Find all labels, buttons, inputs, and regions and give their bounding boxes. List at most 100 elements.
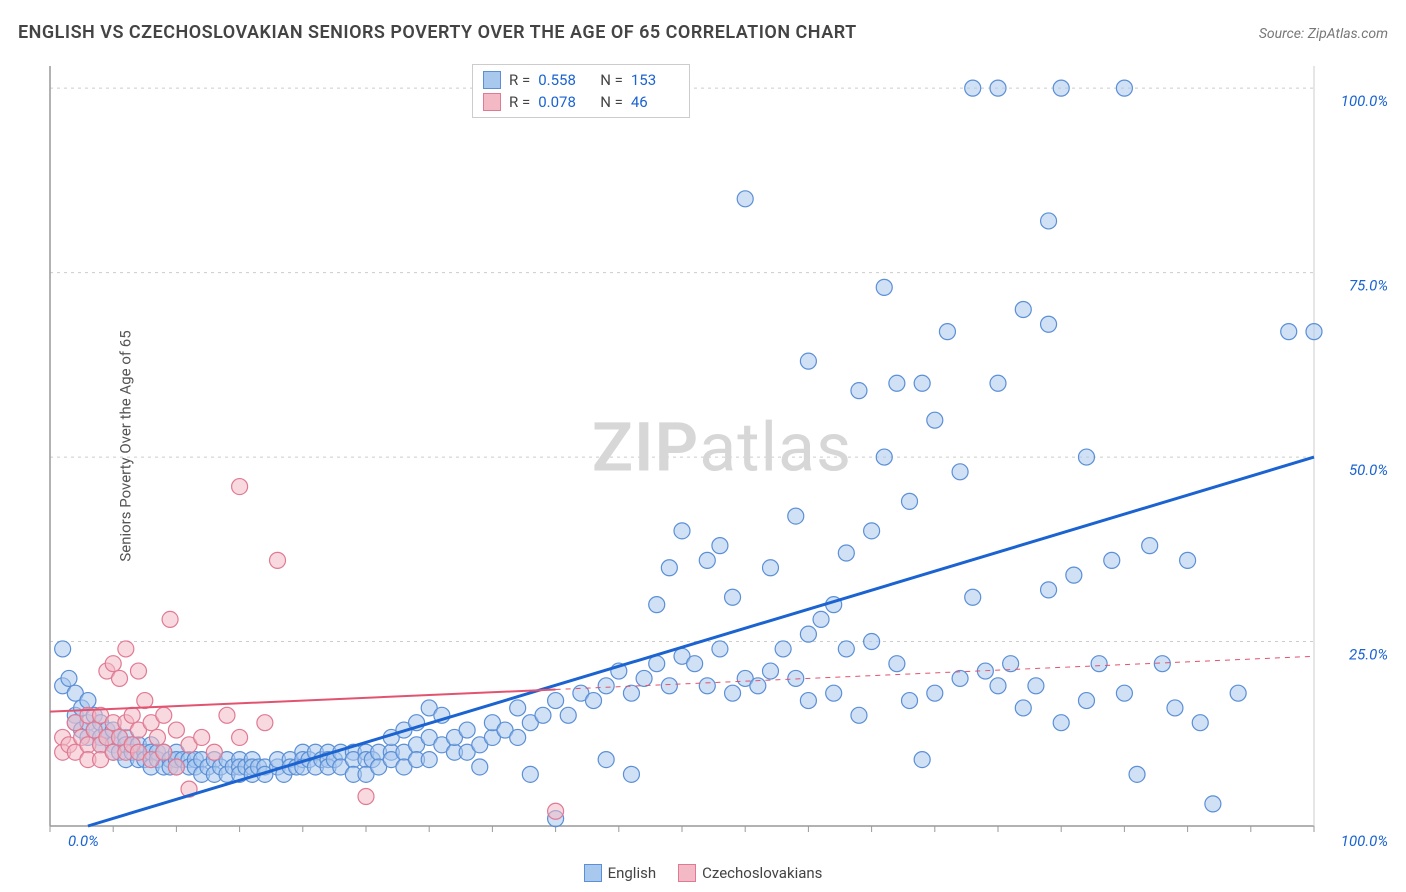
- data-point: [149, 729, 165, 745]
- data-point: [586, 693, 602, 709]
- data-point: [800, 353, 816, 369]
- data-point: [1041, 316, 1057, 332]
- data-point: [510, 729, 526, 745]
- data-point: [952, 670, 968, 686]
- data-point: [661, 678, 677, 694]
- svg-text:100.0%: 100.0%: [1341, 832, 1388, 848]
- data-point: [1053, 715, 1069, 731]
- data-point: [699, 678, 715, 694]
- data-point: [1015, 700, 1031, 716]
- data-point: [598, 752, 614, 768]
- data-point: [168, 722, 184, 738]
- data-point: [1041, 213, 1057, 229]
- data-point: [725, 589, 741, 605]
- data-point: [1306, 324, 1322, 340]
- legend-swatch-english: [584, 864, 602, 882]
- data-point: [459, 722, 475, 738]
- data-point: [623, 766, 639, 782]
- data-point: [927, 685, 943, 701]
- svg-text:0.0%: 0.0%: [68, 832, 99, 848]
- data-point: [1091, 656, 1107, 672]
- data-point: [162, 611, 178, 627]
- legend-stats-row: R = 0.078 N = 46: [483, 91, 679, 113]
- svg-text:75.0%: 75.0%: [1349, 277, 1388, 295]
- data-point: [800, 693, 816, 709]
- data-point: [851, 707, 867, 723]
- data-point: [864, 523, 880, 539]
- data-point: [105, 656, 121, 672]
- data-point: [1116, 685, 1132, 701]
- plot-area: 25.0%50.0%75.0%100.0%0.0%100.0% ZIPatlas: [48, 60, 1396, 848]
- data-point: [965, 80, 981, 96]
- data-point: [548, 803, 564, 819]
- data-point: [762, 663, 778, 679]
- data-point: [194, 729, 210, 745]
- data-point: [1281, 324, 1297, 340]
- data-point: [762, 560, 778, 576]
- data-point: [826, 685, 842, 701]
- legend-stats-row: R = 0.558 N = 153: [483, 69, 679, 91]
- data-point: [636, 670, 652, 686]
- data-point: [61, 670, 77, 686]
- legend-swatch-english: [483, 71, 501, 89]
- data-point: [649, 597, 665, 613]
- data-point: [1028, 678, 1044, 694]
- data-point: [623, 685, 639, 701]
- data-point: [168, 759, 184, 775]
- data-point: [965, 589, 981, 605]
- data-point: [914, 752, 930, 768]
- data-point: [1129, 766, 1145, 782]
- chart-header: ENGLISH VS CZECHOSLOVAKIAN SENIORS POVER…: [18, 22, 1388, 43]
- data-point: [851, 383, 867, 399]
- data-point: [1053, 80, 1069, 96]
- legend-item-czech: Czechoslovakians: [678, 864, 822, 882]
- data-point: [838, 641, 854, 657]
- data-point: [522, 766, 538, 782]
- data-point: [788, 670, 804, 686]
- legend-item-english: English: [584, 864, 657, 882]
- data-point: [510, 700, 526, 716]
- data-point: [156, 744, 172, 760]
- data-point: [990, 375, 1006, 391]
- data-point: [219, 707, 235, 723]
- data-point: [737, 191, 753, 207]
- chart-source: Source: ZipAtlas.com: [1259, 26, 1388, 42]
- data-point: [124, 707, 140, 723]
- data-point: [1142, 538, 1158, 554]
- data-point: [358, 788, 374, 804]
- data-point: [270, 552, 286, 568]
- data-point: [1180, 552, 1196, 568]
- data-point: [421, 752, 437, 768]
- data-point: [927, 412, 943, 428]
- data-point: [990, 80, 1006, 96]
- data-point: [1192, 715, 1208, 731]
- data-point: [548, 693, 564, 709]
- data-point: [725, 685, 741, 701]
- data-point: [889, 656, 905, 672]
- svg-text:25.0%: 25.0%: [1349, 646, 1388, 664]
- data-point: [1041, 582, 1057, 598]
- data-point: [232, 729, 248, 745]
- data-point: [838, 545, 854, 561]
- scatter-plot-svg: 25.0%50.0%75.0%100.0%0.0%100.0%: [48, 60, 1396, 848]
- data-point: [661, 560, 677, 576]
- data-point: [864, 634, 880, 650]
- data-point: [1066, 567, 1082, 583]
- data-point: [699, 552, 715, 568]
- data-point: [257, 715, 273, 731]
- data-point: [206, 744, 222, 760]
- data-point: [560, 707, 576, 723]
- svg-text:100.0%: 100.0%: [1341, 92, 1388, 110]
- data-point: [990, 678, 1006, 694]
- data-point: [1167, 700, 1183, 716]
- data-point: [535, 707, 551, 723]
- data-point: [80, 693, 96, 709]
- data-point: [939, 324, 955, 340]
- legend-swatch-czech: [483, 93, 501, 111]
- data-point: [598, 678, 614, 694]
- data-point: [876, 279, 892, 295]
- data-point: [232, 479, 248, 495]
- legend-series: English Czechoslovakians: [0, 864, 1406, 882]
- data-point: [674, 523, 690, 539]
- data-point: [800, 626, 816, 642]
